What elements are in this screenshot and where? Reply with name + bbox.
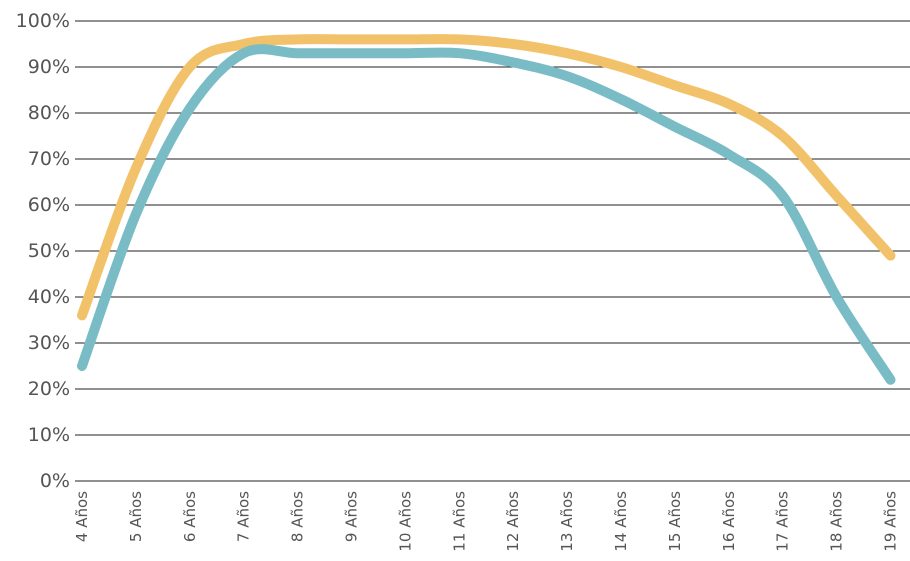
x-tick-label: 16 Años — [720, 491, 738, 552]
x-tick-label: 14 Años — [612, 491, 630, 552]
x-axis-ticks: 4 Años 5 Años 6 Años 7 Años 8 Años 9 Años 10 A… — [73, 491, 900, 552]
y-axis-ticks: 0% 10% 20% 30% 40% 50% 60% 70% 80% 90% 100% — [16, 10, 70, 492]
y-tick-label: 90% — [28, 56, 70, 78]
x-tick-label: 17 Años — [774, 491, 792, 552]
series-lines — [77, 34, 896, 385]
y-tick-label: 60% — [28, 194, 70, 216]
y-tick-label: 30% — [28, 332, 70, 354]
x-tick-label: 4 Años — [73, 491, 91, 542]
y-tick-label: 40% — [28, 286, 70, 308]
y-tick-label: 70% — [28, 148, 70, 170]
grid-lines — [75, 20, 910, 482]
series-line-2 — [77, 44, 896, 385]
x-tick-label: 7 Años — [235, 491, 253, 542]
x-tick-label: 11 Años — [450, 491, 468, 552]
x-tick-label: 12 Años — [504, 491, 522, 552]
y-tick-label: 20% — [28, 378, 70, 400]
x-tick-label: 19 Años — [882, 491, 900, 552]
x-tick-label: 9 Años — [343, 491, 361, 542]
series-line-1 — [77, 34, 896, 321]
y-tick-label: 10% — [28, 424, 70, 446]
x-tick-label: 13 Años — [558, 491, 576, 552]
x-tick-label: 6 Años — [181, 491, 199, 542]
y-tick-label: 0% — [40, 470, 70, 492]
y-tick-label: 100% — [16, 10, 70, 32]
x-tick-label: 10 Años — [396, 491, 414, 552]
y-tick-label: 50% — [28, 240, 70, 262]
x-tick-label: 5 Años — [127, 491, 145, 542]
y-tick-label: 80% — [28, 102, 70, 124]
x-tick-label: 18 Años — [828, 491, 846, 552]
x-tick-label: 15 Años — [666, 491, 684, 552]
x-tick-label: 8 Años — [289, 491, 307, 542]
